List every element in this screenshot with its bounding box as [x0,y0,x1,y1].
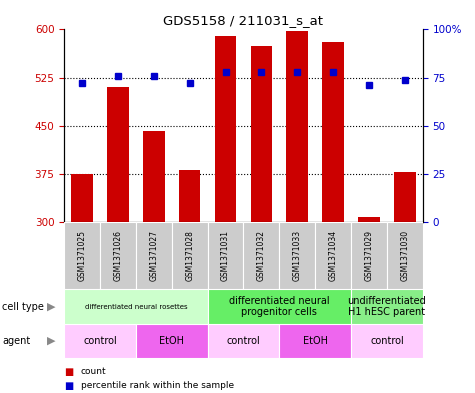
Text: count: count [81,367,106,376]
Text: GSM1371030: GSM1371030 [400,230,409,281]
Text: GSM1371025: GSM1371025 [77,230,86,281]
Bar [71,174,93,222]
Bar [279,324,351,358]
Bar [107,87,129,222]
Text: GSM1371033: GSM1371033 [293,230,302,281]
Text: ▶: ▶ [47,336,56,346]
Text: GSM1371032: GSM1371032 [257,230,266,281]
Text: agent: agent [2,336,30,346]
Bar [351,324,423,358]
Text: control: control [83,336,117,346]
Text: EtOH: EtOH [159,336,184,346]
Bar [172,222,208,289]
Bar [64,324,136,358]
Bar [136,222,172,289]
Text: control: control [227,336,260,346]
Text: ▶: ▶ [47,301,56,312]
Text: ■: ■ [64,381,73,391]
Text: differentiated neural
progenitor cells: differentiated neural progenitor cells [229,296,330,317]
Bar [358,217,380,222]
Bar [394,172,416,222]
Text: percentile rank within the sample: percentile rank within the sample [81,382,234,390]
Bar [64,289,208,324]
Text: control: control [370,336,404,346]
Text: GSM1371026: GSM1371026 [114,230,123,281]
Bar [315,222,351,289]
Bar [179,170,200,222]
Bar [351,222,387,289]
Text: cell type: cell type [2,301,44,312]
Bar [208,324,279,358]
Bar [279,222,315,289]
Text: differentiated neural rosettes: differentiated neural rosettes [85,303,187,310]
Bar [208,289,351,324]
Bar [251,46,272,222]
Bar [286,31,308,222]
Bar [143,131,164,222]
Text: GSM1371031: GSM1371031 [221,230,230,281]
Bar [136,324,208,358]
Text: GSM1371028: GSM1371028 [185,230,194,281]
Text: GSM1371034: GSM1371034 [329,230,338,281]
Text: ■: ■ [64,367,73,377]
Bar [351,289,423,324]
Text: GSM1371027: GSM1371027 [149,230,158,281]
Bar [208,222,244,289]
Text: EtOH: EtOH [303,336,328,346]
Bar [215,36,236,222]
Text: GSM1371029: GSM1371029 [364,230,373,281]
Bar [100,222,136,289]
Bar [323,42,344,222]
Title: GDS5158 / 211031_s_at: GDS5158 / 211031_s_at [163,14,323,27]
Bar [387,222,423,289]
Bar [244,222,279,289]
Text: undifferentiated
H1 hESC parent: undifferentiated H1 hESC parent [348,296,426,317]
Bar [64,222,100,289]
